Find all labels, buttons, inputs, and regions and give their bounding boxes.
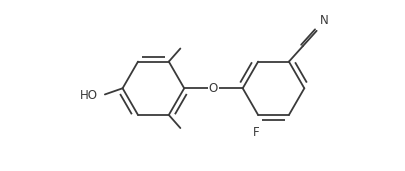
Text: F: F [253, 126, 259, 139]
Text: O: O [208, 82, 217, 95]
Text: N: N [319, 14, 328, 27]
Text: HO: HO [80, 89, 98, 102]
